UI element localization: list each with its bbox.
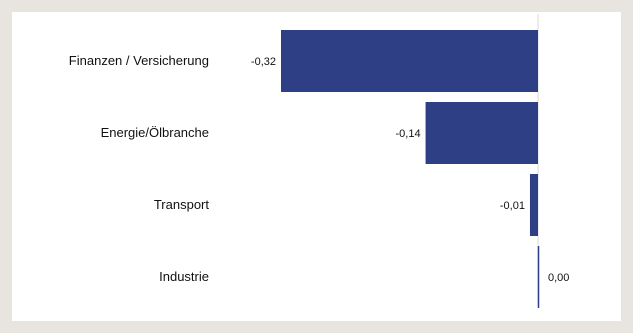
value-label: -0,14: [395, 128, 420, 140]
chart-panel: Finanzen / Versicherung -0,32 Energie/Ölbr…: [12, 12, 621, 321]
bar: [425, 102, 538, 164]
category-label: Energie/Ölbranche: [101, 125, 209, 140]
category-label: Transport: [154, 197, 210, 212]
bar-chart: Finanzen / Versicherung -0,32 Energie/Ölbr…: [69, 14, 569, 308]
category-label: Finanzen / Versicherung: [69, 53, 209, 68]
value-label: -0,01: [500, 200, 525, 212]
value-label: -0,32: [251, 56, 276, 68]
category-label: Industrie: [159, 269, 209, 284]
bar: [537, 246, 540, 308]
bar: [281, 30, 538, 92]
bar: [529, 174, 538, 236]
value-label: 0,00: [548, 272, 569, 284]
